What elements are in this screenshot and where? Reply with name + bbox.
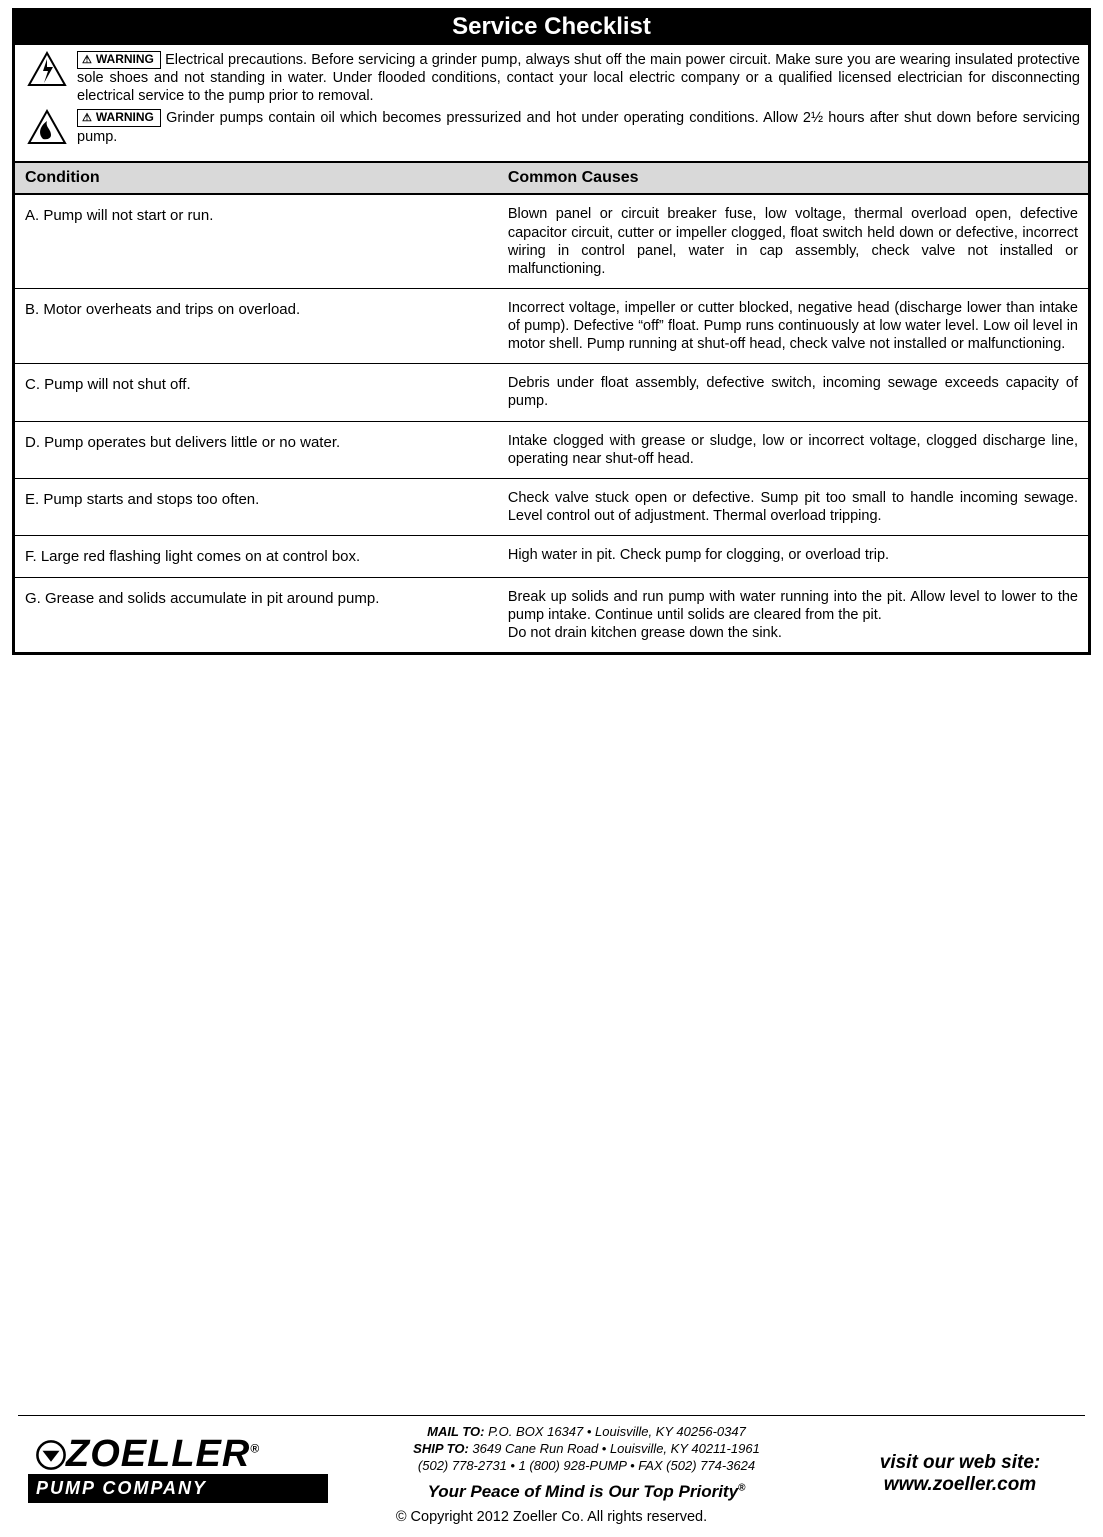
table-row: B. Motor overheats and trips on overload… <box>15 289 1088 364</box>
table-header-causes: Common Causes <box>498 163 1088 193</box>
page-title: Service Checklist <box>15 11 1088 45</box>
phone-line: (502) 778-2731 • 1 (800) 928-PUMP • FAX … <box>348 1458 825 1475</box>
warning-block: WARNING Grinder pumps contain oil which … <box>23 109 1080 149</box>
warning-text: WARNING Grinder pumps contain oil which … <box>77 109 1080 145</box>
ship-label: SHIP TO: <box>413 1441 469 1456</box>
cause-cell: Break up solids and run pump with water … <box>498 578 1088 652</box>
logo-name: ZOELLER <box>66 1433 250 1475</box>
site-line-1: visit our web site: <box>845 1452 1075 1475</box>
burn-icon <box>23 109 71 149</box>
table-row: G. Grease and solids accumulate in pit a… <box>15 578 1088 652</box>
site-line-2: www.zoeller.com <box>845 1474 1075 1497</box>
condition-cell: F. Large red flashing light comes on at … <box>15 536 498 577</box>
table-row: D. Pump operates but delivers little or … <box>15 422 1088 479</box>
table-header-condition: Condition <box>15 163 498 193</box>
condition-cell: E. Pump starts and stops too often. <box>15 479 498 535</box>
shock-icon <box>23 51 71 91</box>
mail-value: P.O. BOX 16347 • Louisville, KY 40256-03… <box>488 1424 746 1439</box>
condition-cell: B. Motor overheats and trips on overload… <box>15 289 498 363</box>
cause-cell: Intake clogged with grease or sludge, lo… <box>498 422 1088 478</box>
cause-cell: Debris under float assembly, defective s… <box>498 364 1088 420</box>
table-header-row: Condition Common Causes <box>15 163 1088 195</box>
address-block: MAIL TO: P.O. BOX 16347 • Louisville, KY… <box>348 1424 825 1503</box>
warnings-section: WARNING Electrical precautions. Before s… <box>15 45 1088 163</box>
copyright: © Copyright 2012 Zoeller Co. All rights … <box>0 1503 1103 1537</box>
logo-text: ZOELLER® <box>28 1433 328 1472</box>
warning-text: WARNING Electrical precautions. Before s… <box>77 51 1080 105</box>
mail-line: MAIL TO: P.O. BOX 16347 • Louisville, KY… <box>348 1424 825 1441</box>
warning-label: WARNING <box>77 109 161 127</box>
ship-value: 3649 Cane Run Road • Louisville, KY 4021… <box>472 1441 759 1456</box>
warning-body: Grinder pumps contain oil which becomes … <box>77 110 1080 144</box>
cause-cell: High water in pit. Check pump for cloggi… <box>498 536 1088 577</box>
condition-cell: C. Pump will not shut off. <box>15 364 498 420</box>
cause-cell: Incorrect voltage, impeller or cutter bl… <box>498 289 1088 363</box>
warning-body: Electrical precautions. Before servicing… <box>77 52 1080 104</box>
website-block: visit our web site: www.zoeller.com <box>845 1452 1075 1504</box>
logo-block: ZOELLER® PUMP COMPANY <box>28 1433 328 1503</box>
condition-cell: A. Pump will not start or run. <box>15 195 498 288</box>
table-row: A. Pump will not start or run. Blown pan… <box>15 195 1088 289</box>
cause-cell: Check valve stuck open or defective. Sum… <box>498 479 1088 535</box>
footer: ZOELLER® PUMP COMPANY MAIL TO: P.O. BOX … <box>0 1416 1103 1503</box>
cause-cell: Blown panel or circuit breaker fuse, low… <box>498 195 1088 288</box>
tagline-text: Your Peace of Mind is Our Top Priority <box>428 1482 738 1501</box>
condition-cell: D. Pump operates but delivers little or … <box>15 422 498 478</box>
logo-subtitle: PUMP COMPANY <box>28 1474 328 1503</box>
ship-line: SHIP TO: 3649 Cane Run Road • Louisville… <box>348 1441 825 1458</box>
table-row: C. Pump will not shut off. Debris under … <box>15 364 1088 421</box>
table-row: F. Large red flashing light comes on at … <box>15 536 1088 578</box>
registered-icon: ® <box>738 1482 745 1493</box>
warning-block: WARNING Electrical precautions. Before s… <box>23 51 1080 105</box>
table-row: E. Pump starts and stops too often. Chec… <box>15 479 1088 536</box>
page-container: Service Checklist WARNING Electrical pre… <box>12 8 1091 655</box>
registered-icon: ® <box>250 1441 260 1455</box>
condition-cell: G. Grease and solids accumulate in pit a… <box>15 578 498 652</box>
mail-label: MAIL TO: <box>427 1424 484 1439</box>
tagline: Your Peace of Mind is Our Top Priority® <box>348 1481 825 1503</box>
warning-label: WARNING <box>77 51 161 69</box>
